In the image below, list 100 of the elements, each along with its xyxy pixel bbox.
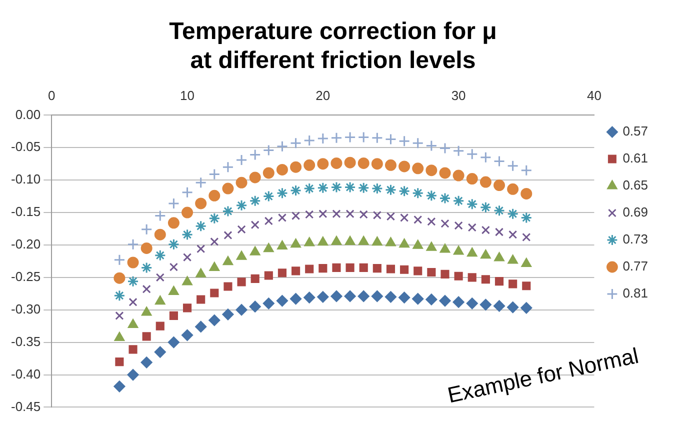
point (468, 273, 476, 282)
point (412, 137, 424, 149)
point (182, 228, 194, 240)
y-tick-label: -0.25 (10, 269, 41, 284)
point (115, 311, 124, 320)
point (520, 302, 532, 314)
x-tick-label: 10 (180, 88, 195, 103)
point (278, 213, 287, 222)
point (209, 262, 220, 271)
point (494, 204, 505, 216)
point (344, 156, 356, 168)
point (330, 157, 342, 169)
y-tick-label: -0.35 (10, 334, 41, 349)
point (452, 195, 464, 207)
point (386, 264, 396, 274)
point (494, 277, 504, 286)
point (372, 210, 382, 220)
point (426, 164, 438, 176)
point (346, 263, 354, 272)
point (195, 176, 207, 188)
point (182, 186, 194, 198)
point (250, 274, 260, 284)
point (507, 183, 519, 195)
x-tick-label: 40 (586, 88, 602, 103)
point (318, 210, 328, 218)
point (453, 246, 464, 255)
point (384, 133, 396, 145)
point (208, 314, 220, 326)
point (384, 159, 396, 171)
point (522, 282, 531, 290)
point (412, 293, 424, 305)
point (427, 268, 436, 277)
point (262, 167, 274, 179)
point (467, 248, 478, 257)
point (114, 290, 126, 302)
point (196, 268, 206, 278)
point (224, 282, 232, 291)
point (140, 356, 152, 368)
point (127, 238, 139, 250)
point (154, 346, 166, 358)
point (249, 172, 261, 184)
point (142, 284, 151, 294)
point (318, 236, 328, 246)
point (398, 135, 410, 147)
point (372, 264, 382, 273)
point (210, 237, 219, 246)
point (222, 182, 234, 194)
legend-label: 0.57 (622, 124, 648, 139)
y-tick-label: -0.15 (10, 204, 41, 220)
point (168, 238, 180, 250)
point (222, 256, 234, 266)
point (264, 243, 274, 252)
x-tick-label: 30 (451, 88, 466, 103)
point (414, 215, 422, 224)
point (249, 195, 261, 207)
point (452, 296, 464, 308)
point (494, 252, 504, 262)
point (481, 275, 490, 284)
point (290, 238, 301, 248)
point (114, 332, 125, 342)
point (480, 250, 491, 259)
point (127, 369, 139, 381)
point (154, 250, 166, 262)
point (156, 322, 164, 330)
point (237, 278, 246, 286)
point (358, 182, 370, 194)
point (520, 188, 532, 200)
point (507, 208, 519, 220)
point (140, 224, 152, 236)
point (412, 187, 424, 199)
point (344, 181, 356, 193)
point (140, 242, 152, 254)
point (128, 345, 138, 354)
point (264, 271, 273, 280)
point (520, 212, 532, 224)
point (154, 210, 166, 222)
point (276, 140, 288, 152)
point (155, 296, 166, 305)
point (344, 236, 356, 245)
point (452, 170, 464, 182)
point (114, 272, 126, 284)
point (359, 263, 368, 272)
point (236, 154, 248, 166)
point (262, 144, 274, 156)
point (480, 176, 492, 188)
point (440, 244, 450, 253)
point (317, 158, 329, 170)
legend-label: 0.81 (622, 286, 648, 301)
point (292, 211, 300, 220)
point (331, 236, 342, 245)
x-tick-label: 0 (48, 88, 56, 103)
point (249, 300, 261, 312)
point (290, 161, 302, 173)
point (224, 230, 232, 240)
point (440, 270, 450, 278)
point (330, 181, 342, 193)
point (156, 273, 164, 282)
point (305, 264, 314, 274)
y-tick-label: -0.10 (10, 172, 41, 187)
point (168, 336, 180, 348)
